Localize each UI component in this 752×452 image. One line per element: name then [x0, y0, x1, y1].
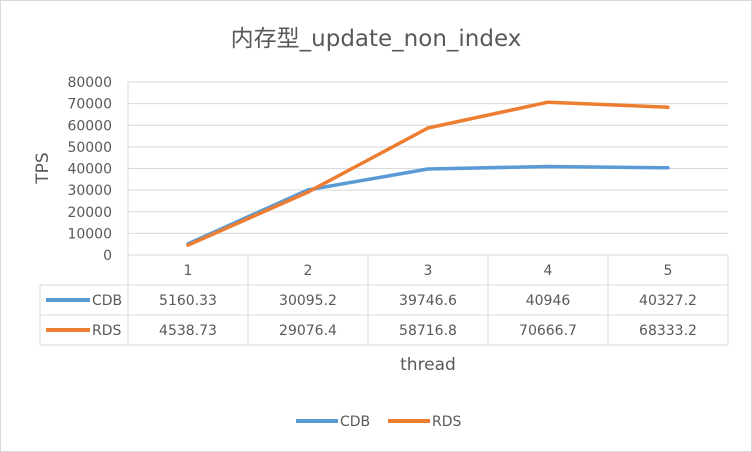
- table-cell: 68333.2: [639, 323, 697, 339]
- y-tick-label: 50000: [67, 140, 112, 156]
- x-tick-label: 5: [664, 263, 673, 279]
- table-cell: 30095.2: [279, 293, 337, 309]
- data-point: [306, 190, 310, 194]
- data-point: [186, 243, 190, 247]
- table-cell: 39746.6: [399, 293, 457, 309]
- grid: [128, 81, 728, 234]
- y-axis-label: TPS: [33, 152, 53, 184]
- table-series-name: CDB: [92, 293, 122, 309]
- table-cell: 40946: [526, 293, 571, 309]
- y-tick-label: 80000: [67, 75, 112, 91]
- y-tick-label: 30000: [67, 183, 112, 199]
- table-cell: 4538.73: [159, 323, 217, 339]
- data-point: [426, 167, 430, 171]
- table-cell: 5160.33: [159, 293, 217, 309]
- series-line-cdb: [186, 164, 670, 246]
- table-series-name: RDS: [92, 323, 122, 339]
- legend-label: RDS: [432, 414, 462, 430]
- plot-area: [186, 100, 670, 247]
- y-tick-label: 70000: [67, 97, 112, 113]
- x-tick-label: 4: [544, 263, 553, 279]
- y-tick-label: 40000: [67, 162, 112, 178]
- data-point: [546, 100, 550, 104]
- x-axis-label: thread: [400, 355, 456, 375]
- data-point: [426, 126, 430, 130]
- y-axis-ticks: 0 10000 20000 30000 40000 50000 60000 70000 8000…: [67, 75, 112, 264]
- series-line-rds: [186, 100, 670, 247]
- legend-label: CDB: [340, 414, 370, 430]
- y-tick-label: 0: [103, 248, 112, 264]
- data-point: [666, 166, 670, 170]
- legend: CDB RDS: [296, 414, 462, 430]
- table-cell: 70666.7: [519, 323, 577, 339]
- table-cell: 40327.2: [639, 293, 697, 309]
- data-table: 1 2 3 4 5 CDB 5160.33 30095.2 39746.6 40946 40327.…: [39, 82, 729, 346]
- x-tick-label: 3: [424, 263, 433, 279]
- data-point: [546, 164, 550, 168]
- x-tick-label: 2: [304, 263, 313, 279]
- x-tick-label: 1: [184, 263, 193, 279]
- table-cell: 29076.4: [279, 323, 337, 339]
- y-tick-label: 20000: [67, 205, 112, 221]
- y-tick-label: 10000: [67, 226, 112, 242]
- y-tick-label: 60000: [67, 118, 112, 134]
- data-point: [666, 105, 670, 109]
- chart-title: 内存型_update_non_index: [231, 26, 522, 52]
- table-cell: 58716.8: [399, 323, 457, 339]
